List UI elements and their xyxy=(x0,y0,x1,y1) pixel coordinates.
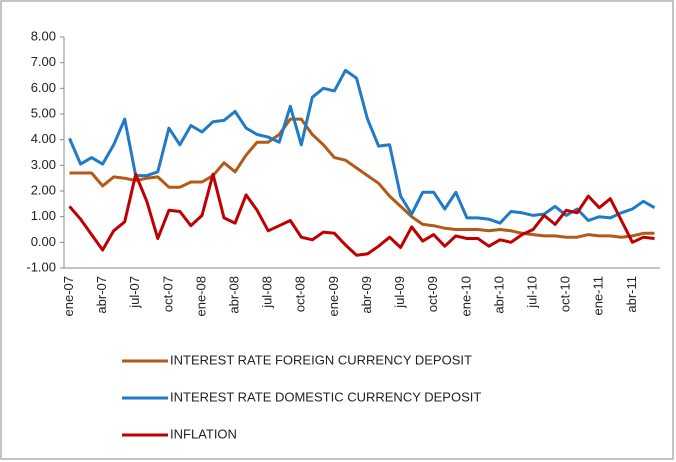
y-tick-label: 8.00 xyxy=(31,28,56,43)
x-tick-label: oct-10 xyxy=(558,276,573,312)
x-tick-label: abr-08 xyxy=(227,276,242,314)
x-tick-label: ene-09 xyxy=(326,276,341,316)
y-tick-label: 1.00 xyxy=(31,208,56,223)
x-tick-label: ene-08 xyxy=(193,276,208,316)
x-tick-label: ene-07 xyxy=(61,276,76,316)
x-tick-label: abr-11 xyxy=(624,276,639,313)
y-tick-label: 6.00 xyxy=(31,80,56,95)
x-tick-label: jul-08 xyxy=(260,276,275,309)
x-tick-label: jul-10 xyxy=(525,276,540,309)
x-tick-label: oct-08 xyxy=(293,276,308,312)
legend-label: INTEREST RATE FOREIGN CURRENCY DEPOSIT xyxy=(170,352,472,367)
x-tick-label: jul-07 xyxy=(127,276,142,309)
series-line xyxy=(69,117,655,239)
x-tick-label: abr-09 xyxy=(359,276,374,314)
x-tick-label: oct-09 xyxy=(425,276,440,312)
legend-label: INTEREST RATE DOMESTIC CURRENCY DEPOSIT xyxy=(170,389,481,404)
y-tick-label: 0.00 xyxy=(31,234,56,249)
x-tick-label: abr-10 xyxy=(491,276,506,314)
y-tick-label: 3.00 xyxy=(31,157,56,172)
y-tick-label: -1.00 xyxy=(26,259,56,274)
y-tick-label: 7.00 xyxy=(31,54,56,69)
x-tick-label: abr-07 xyxy=(94,276,109,314)
y-tick-label: 2.00 xyxy=(31,182,56,197)
x-tick-label: ene-11 xyxy=(591,276,606,316)
x-tick-label: oct-07 xyxy=(160,276,175,312)
legend-label: INFLATION xyxy=(170,426,237,441)
x-tick-label: jul-09 xyxy=(392,276,407,309)
series-line xyxy=(68,68,656,225)
y-tick-label: 4.00 xyxy=(31,131,56,146)
series-line xyxy=(68,172,655,257)
y-tick-label: 5.00 xyxy=(31,105,56,120)
x-tick-label: ene-10 xyxy=(458,276,473,316)
